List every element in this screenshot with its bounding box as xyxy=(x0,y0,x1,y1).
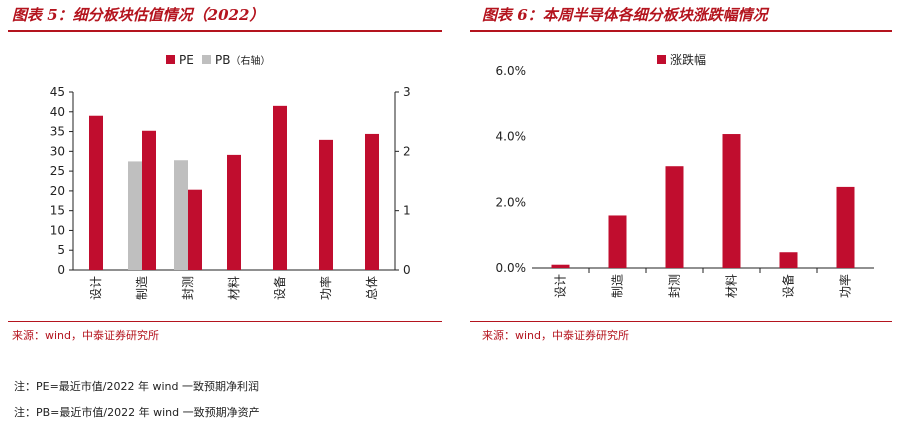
right-chart-y-tick-label: 2.0% xyxy=(496,195,527,209)
left-source-rule xyxy=(8,321,442,322)
right-x-label: 材料 xyxy=(725,274,739,298)
change-bar-2 xyxy=(665,166,684,268)
left-y-tick-label: 25 xyxy=(50,164,65,178)
legend-pb-swatch xyxy=(202,55,211,64)
right-x-label: 封测 xyxy=(668,274,682,298)
left-y-tick-label: 20 xyxy=(50,184,65,198)
pe-bar-1 xyxy=(142,130,156,270)
legend-change-swatch xyxy=(657,55,666,64)
legend-change-label: 涨跌幅 xyxy=(670,52,706,67)
pe-bar-6 xyxy=(365,133,379,270)
change-bar-0 xyxy=(551,264,570,268)
right-x-label: 制造 xyxy=(611,274,625,298)
left-x-label: 总体 xyxy=(365,276,379,300)
left-y-tick-label: 45 xyxy=(50,85,65,99)
left-x-label: 制造 xyxy=(135,276,149,300)
left-y-tick-label: 15 xyxy=(50,204,65,218)
left-y-tick-label: 30 xyxy=(50,144,65,158)
left-x-label: 设计 xyxy=(89,276,103,300)
right-chart-y-tick-label: 0.0% xyxy=(496,261,527,275)
legend-pe-swatch xyxy=(166,55,175,64)
pe-pb-chart: PE PB（右轴） 0 5 10 15 20 25 30 35 40 45 0 1 2 3 设计 制造 封测… xyxy=(50,53,411,300)
right-source: 来源：wind，中泰证券研究所 xyxy=(482,329,630,342)
left-x-label: 材料 xyxy=(227,276,241,300)
note-pe: 注：PE=最近市值/2022 年 wind 一致预期净利润 xyxy=(14,380,259,393)
legend-pb-label: PB（右轴） xyxy=(215,53,270,67)
left-y-tick-label: 35 xyxy=(50,125,65,139)
left-y-tick-label: 0 xyxy=(57,263,65,277)
left-y-tick-label: 5 xyxy=(57,243,65,257)
change-bar-3 xyxy=(722,134,741,268)
change-bar-4 xyxy=(779,252,798,268)
left-source: 来源：wind，中泰证券研究所 xyxy=(12,329,160,342)
right-source-rule xyxy=(470,321,892,322)
pe-bar-3 xyxy=(227,154,241,270)
change-bar-5 xyxy=(836,186,855,268)
left-panel-title: 图表 5：细分板块估值情况（2022） xyxy=(12,6,265,24)
right-y-tick-label: 0 xyxy=(403,263,411,277)
left-y-tick-label: 40 xyxy=(50,105,65,119)
right-y-tick-label: 3 xyxy=(403,85,411,99)
right-x-label: 设备 xyxy=(782,274,796,298)
right-y-tick-label: 2 xyxy=(403,144,411,158)
pe-bar-2 xyxy=(188,189,202,270)
note-pb: 注：PB=最近市值/2022 年 wind 一致预期净资产 xyxy=(14,406,260,419)
left-y-tick-label: 10 xyxy=(50,223,65,237)
pe-bar-4 xyxy=(273,105,287,270)
change-chart: 涨跌幅 0.0% 2.0% 4.0% 6.0% 设计 制造 封测 材料 设备 功率 xyxy=(496,52,874,298)
right-x-label: 功率 xyxy=(838,274,853,298)
left-x-label: 设备 xyxy=(273,276,287,300)
right-chart-y-tick-label: 6.0% xyxy=(496,64,527,78)
pe-bar-0 xyxy=(89,115,103,270)
right-x-label: 设计 xyxy=(554,274,568,298)
left-x-label: 封测 xyxy=(181,276,195,300)
right-panel-title: 图表 6：本周半导体各细分板块涨跌幅情况 xyxy=(482,6,768,24)
left-x-label: 功率 xyxy=(318,276,333,300)
pe-bar-5 xyxy=(319,139,333,270)
pb-bar-1 xyxy=(128,161,142,270)
left-title-rule xyxy=(8,30,442,32)
right-title-rule xyxy=(470,30,892,32)
legend-pe-label: PE xyxy=(179,53,194,67)
change-bar-1 xyxy=(608,215,627,268)
pb-bar-2 xyxy=(174,160,188,270)
right-y-tick-label: 1 xyxy=(403,204,411,218)
right-chart-y-tick-label: 4.0% xyxy=(496,130,527,144)
